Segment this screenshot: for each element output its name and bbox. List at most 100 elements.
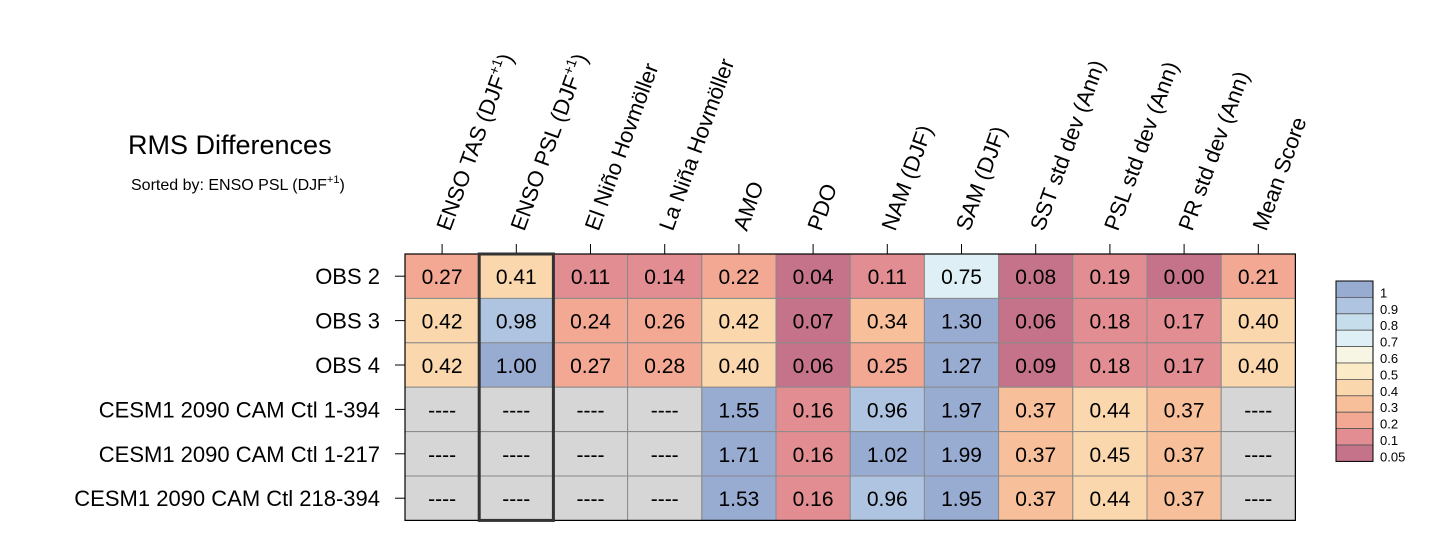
cell-value: ---- [651, 488, 679, 511]
heatmap-cell [1146, 386, 1222, 433]
cell-value: 0.04 [793, 266, 834, 289]
cell-value: ---- [1244, 444, 1272, 467]
cell-value: 0.96 [867, 488, 908, 511]
heatmap-cell [998, 431, 1074, 477]
heatmap-cell [1072, 297, 1148, 344]
cell-value: 0.14 [644, 266, 685, 289]
heatmap-cell [1072, 386, 1148, 433]
legend-label: 0.8 [1380, 318, 1398, 333]
cell-value: 0.96 [867, 399, 908, 422]
cell-value: 1.53 [718, 488, 759, 511]
legend-label: 0.9 [1380, 302, 1398, 317]
cell-value: 0.37 [1164, 399, 1205, 422]
heatmap-cell [849, 342, 925, 388]
cell-value: 0.11 [868, 266, 907, 289]
heatmap-cell [775, 253, 851, 299]
legend-label: 0.1 [1380, 433, 1398, 448]
cell-value: 1.55 [718, 399, 759, 422]
legend-label: 0.6 [1380, 351, 1398, 366]
heatmap-cell [1220, 253, 1296, 299]
cell-value: 0.37 [1015, 399, 1056, 422]
heatmap-cell [775, 475, 851, 521]
row-label: OBS 4 [315, 353, 380, 378]
heatmap-border [404, 253, 1297, 521]
legend-label: 0.05 [1380, 449, 1405, 464]
cell-value: 0.44 [1089, 488, 1130, 511]
chart-subtitle: Sorted by: ENSO PSL (DJF+1) [131, 174, 345, 194]
cell-value: 1.00 [496, 355, 537, 378]
cell-value: 0.16 [793, 399, 834, 422]
heatmap-cell [478, 342, 554, 388]
heatmap-cell [478, 475, 554, 521]
heatmap-cell [478, 431, 554, 477]
row-labels: OBS 2 OBS 3 OBS 4 CESM1 2090 CAM Ctl 1-394 C… [74, 264, 405, 511]
heatmap-cells: 0.27 0.41 0.11 0.14 0.22 0.04 0.11 0.75 0.08 0.19… [404, 253, 1297, 521]
legend-label: 0.2 [1380, 417, 1398, 432]
cell-value: 1.71 [718, 444, 759, 467]
cell-value: 0.37 [1164, 488, 1205, 511]
cell-value: 0.42 [422, 355, 463, 378]
cell-value: 0.19 [1089, 266, 1130, 289]
legend-swatch [1335, 329, 1374, 348]
row-label: CESM1 2090 CAM Ctl 1-394 [99, 397, 380, 422]
color-legend: 1 0.90.8 0.70.60.5 0.40.3 0.20.10.05 [1335, 280, 1405, 464]
cell-value: 0.18 [1089, 311, 1130, 334]
cell-value: ---- [428, 444, 456, 467]
heatmap-cell [998, 386, 1074, 433]
legend-swatch [1335, 296, 1374, 315]
cell-value: 0.42 [718, 311, 759, 334]
cell-value: ---- [428, 399, 456, 422]
cell-value: ---- [651, 444, 679, 467]
cell-value: ---- [1244, 399, 1272, 422]
cell-value: 0.40 [1238, 311, 1279, 334]
cell-value: 0.37 [1015, 444, 1056, 467]
cell-value: 0.44 [1089, 399, 1130, 422]
column-label: SAM (DJF) [951, 123, 1012, 234]
cell-value: 1.02 [867, 444, 908, 467]
cell-value: 1.95 [941, 488, 982, 511]
cell-value: 0.00 [1164, 266, 1205, 289]
heatmap-cell [1220, 475, 1296, 521]
cell-value: 0.34 [867, 311, 908, 334]
heatmap-cell [1146, 342, 1222, 388]
heatmap-cell [1072, 475, 1148, 521]
cell-value: 0.45 [1089, 444, 1130, 467]
heatmap-cell [627, 253, 703, 299]
heatmap-cell [627, 386, 703, 433]
heatmap-cell [1220, 342, 1296, 388]
cell-value: ---- [502, 399, 530, 422]
heatmap-cell [627, 297, 703, 344]
cell-value: 0.27 [570, 355, 611, 378]
row-label: CESM1 2090 CAM Ctl 218-394 [74, 486, 380, 511]
cell-value: 0.07 [793, 311, 834, 334]
chart-title: RMS Differences [128, 130, 332, 160]
sorted-column-outline [477, 252, 555, 522]
legend-swatch [1335, 411, 1374, 430]
cell-value: 0.37 [1164, 444, 1205, 467]
heatmap-cell [478, 386, 554, 433]
cell-value: 0.40 [1238, 355, 1279, 378]
cell-value: 0.16 [793, 444, 834, 467]
cell-value: ---- [577, 444, 605, 467]
cell-value: ---- [577, 399, 605, 422]
heatmap-cell [775, 297, 851, 344]
cell-value: 0.18 [1089, 355, 1130, 378]
heatmap-cell [923, 386, 1000, 433]
legend-swatch [1335, 280, 1374, 298]
heatmap-cell [1220, 431, 1296, 477]
legend-label: 0.4 [1380, 384, 1398, 399]
cell-value: 0.41 [496, 266, 537, 289]
legend-swatch [1335, 444, 1374, 462]
cell-value: 1.27 [941, 355, 982, 378]
heatmap-cell [552, 297, 629, 344]
cell-value: 0.17 [1164, 355, 1205, 378]
cell-value: ---- [502, 444, 530, 467]
heatmap-cell [701, 297, 777, 344]
column-label: ENSO PSL (DJF+1) [504, 49, 593, 233]
row-label: OBS 2 [315, 264, 380, 289]
cell-value: 0.25 [867, 355, 908, 378]
heatmap-cell [404, 342, 480, 388]
cell-value: ---- [502, 488, 530, 511]
column-label: La Niña Hovmöller [654, 55, 739, 234]
